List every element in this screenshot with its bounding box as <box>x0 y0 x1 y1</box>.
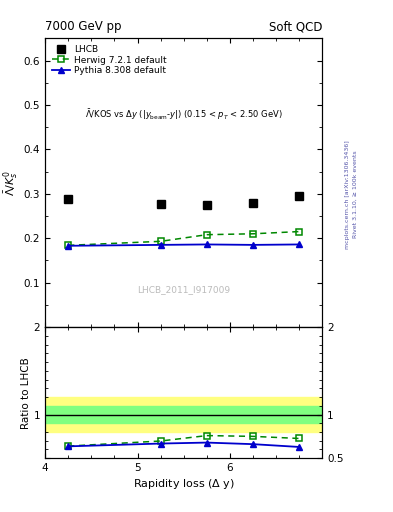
Pythia 8.308 default <box>66 243 71 249</box>
Herwig 7.2.1 default <box>66 242 71 248</box>
Legend: LHCB, Herwig 7.2.1 default, Pythia 8.308 default: LHCB, Herwig 7.2.1 default, Pythia 8.308… <box>48 41 170 79</box>
LHCB <box>204 202 209 208</box>
Herwig 7.2.1 default <box>158 238 163 244</box>
Text: LHCB_2011_I917009: LHCB_2011_I917009 <box>137 285 230 294</box>
Text: Soft QCD: Soft QCD <box>269 20 322 33</box>
Bar <box>45 406 322 423</box>
LHCB <box>297 193 301 199</box>
Text: 7000 GeV pp: 7000 GeV pp <box>45 20 122 33</box>
Pythia 8.308 default <box>158 242 163 248</box>
Herwig 7.2.1 default <box>251 231 255 237</box>
X-axis label: Rapidity loss ($\Delta$ y): Rapidity loss ($\Delta$ y) <box>133 477 235 492</box>
Y-axis label: Ratio to LHCB: Ratio to LHCB <box>21 357 31 429</box>
Pythia 8.308 default <box>297 241 301 247</box>
Text: Rivet 3.1.10, ≥ 100k events: Rivet 3.1.10, ≥ 100k events <box>353 151 358 239</box>
LHCB <box>158 201 163 207</box>
Line: Herwig 7.2.1 default: Herwig 7.2.1 default <box>65 228 303 249</box>
LHCB <box>66 196 71 202</box>
Text: $\bar{\Lambda}$/KOS vs $\Delta y$ ($|y_\mathrm{beam}$-$y|$) (0.15 < $p_T$ < 2.50: $\bar{\Lambda}$/KOS vs $\Delta y$ ($|y_\… <box>85 108 283 122</box>
Herwig 7.2.1 default <box>204 231 209 238</box>
Line: Pythia 8.308 default: Pythia 8.308 default <box>65 241 303 249</box>
Pythia 8.308 default <box>204 241 209 247</box>
Line: LHCB: LHCB <box>64 191 303 209</box>
LHCB <box>251 200 255 206</box>
Text: mcplots.cern.ch [arXiv:1306.3436]: mcplots.cern.ch [arXiv:1306.3436] <box>345 140 350 249</box>
Y-axis label: $\bar{\Lambda}/K^0_s$: $\bar{\Lambda}/K^0_s$ <box>2 170 21 196</box>
Herwig 7.2.1 default <box>297 228 301 234</box>
Pythia 8.308 default <box>251 242 255 248</box>
Bar <box>45 397 322 432</box>
